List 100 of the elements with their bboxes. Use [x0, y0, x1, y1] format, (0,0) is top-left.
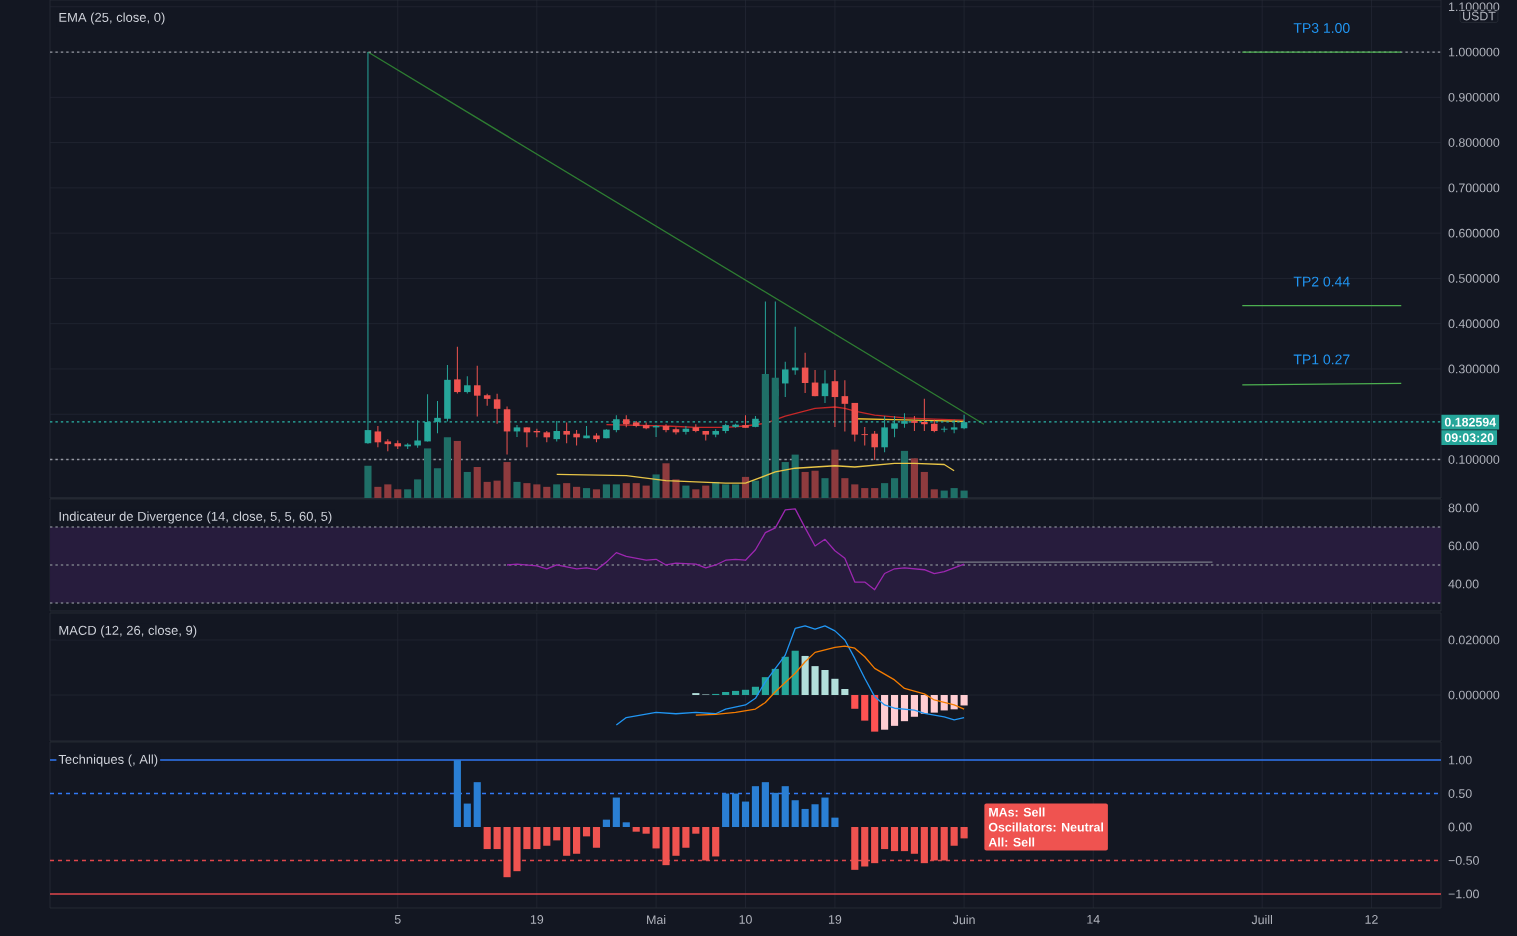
- bar: [573, 486, 581, 498]
- bar: [731, 484, 740, 498]
- bar: [622, 483, 630, 498]
- y-tick-label: 0.700000: [1448, 183, 1500, 193]
- bar: [433, 468, 442, 498]
- bar: [612, 797, 620, 828]
- bar: [900, 450, 909, 498]
- bar: [751, 686, 760, 696]
- candlestick: [503, 406, 511, 456]
- bar: [791, 454, 799, 498]
- text: 09:03:20: [1444, 433, 1494, 443]
- bar: [761, 373, 769, 498]
- bar: [821, 669, 829, 696]
- series-label: TP2 0.44: [1293, 276, 1350, 287]
- bar: [682, 827, 690, 848]
- y-tick-label: 40.00: [1448, 579, 1479, 589]
- bar: [662, 827, 670, 866]
- bar: [463, 471, 471, 498]
- bar: [871, 488, 879, 498]
- bar: [811, 470, 819, 498]
- bar: [910, 458, 918, 498]
- bar: [722, 793, 730, 828]
- bar: [890, 827, 899, 852]
- bar: [672, 479, 680, 498]
- bar: [384, 484, 392, 498]
- bar: [890, 478, 899, 498]
- bar: [821, 478, 829, 498]
- y-tick-label: 0.600000: [1448, 228, 1500, 238]
- bar: [920, 827, 928, 864]
- candlestick: [553, 420, 561, 442]
- annotation: All: Sell: [988, 837, 1035, 847]
- bar: [861, 488, 869, 498]
- bar: [861, 827, 869, 867]
- bar: [553, 827, 561, 841]
- line-series: [695, 645, 965, 716]
- bar: [900, 695, 909, 722]
- bar: [682, 485, 690, 498]
- bar: [930, 489, 938, 498]
- x-tick-label: Juill: [1251, 915, 1272, 925]
- text: 0.182594: [1444, 417, 1497, 427]
- bar: [473, 782, 481, 828]
- y-tick-label: 1.00: [1449, 755, 1472, 765]
- bar: [523, 827, 531, 850]
- bar: [920, 695, 928, 714]
- bar: [940, 827, 948, 861]
- candlestick: [424, 393, 431, 442]
- bar: [751, 480, 760, 498]
- bar: [910, 695, 918, 717]
- bar: [513, 481, 521, 498]
- bar: [791, 650, 799, 696]
- bar: [801, 808, 809, 828]
- bar: [831, 817, 839, 828]
- candlestick: [881, 415, 888, 453]
- bar: [851, 695, 859, 709]
- bar: [722, 692, 730, 696]
- bar: [841, 688, 849, 696]
- candlestick: [454, 346, 461, 394]
- bar: [592, 827, 601, 848]
- bar: [940, 490, 948, 498]
- bar: [692, 489, 700, 498]
- bar: [741, 689, 750, 696]
- candlestick: [563, 421, 570, 444]
- candlestick: [434, 400, 441, 434]
- x-tick-label: 19: [530, 915, 544, 924]
- bar: [533, 827, 541, 850]
- bar: [622, 822, 630, 828]
- bar: [890, 695, 899, 726]
- bar: [702, 827, 710, 861]
- bar: [950, 488, 958, 498]
- bar: [801, 471, 809, 498]
- bar: [632, 483, 640, 498]
- bar: [632, 827, 640, 832]
- candlestick: [841, 379, 849, 432]
- candlestick: [921, 398, 928, 432]
- y-tick-label: 60.00: [1448, 541, 1479, 551]
- y-tick-label: 1.100000: [1449, 2, 1500, 12]
- bar: [602, 484, 610, 498]
- bar: [900, 827, 909, 852]
- bar: [543, 486, 551, 498]
- bar: [364, 465, 372, 498]
- x-tick-label: Mai: [647, 915, 666, 925]
- x-tick-label: 10: [739, 915, 752, 924]
- bar: [811, 666, 819, 696]
- candlestick: [781, 361, 789, 398]
- candlestick: [960, 414, 968, 430]
- text: USDT: [1463, 11, 1496, 21]
- x-tick-label: 12: [1365, 915, 1378, 924]
- bar: [533, 484, 541, 498]
- series-label: TP3 1.00: [1293, 23, 1350, 33]
- bar: [582, 488, 591, 498]
- bar: [751, 786, 760, 828]
- bar: [443, 437, 452, 498]
- candlestick: [374, 425, 382, 448]
- bar: [761, 782, 769, 828]
- line-series: [506, 508, 965, 591]
- bar: [851, 484, 859, 498]
- text: MACD (12, 26, close, 9): [59, 625, 197, 638]
- bar: [543, 827, 551, 846]
- bar: [781, 656, 789, 696]
- y-tick-label: 0.400000: [1448, 319, 1500, 329]
